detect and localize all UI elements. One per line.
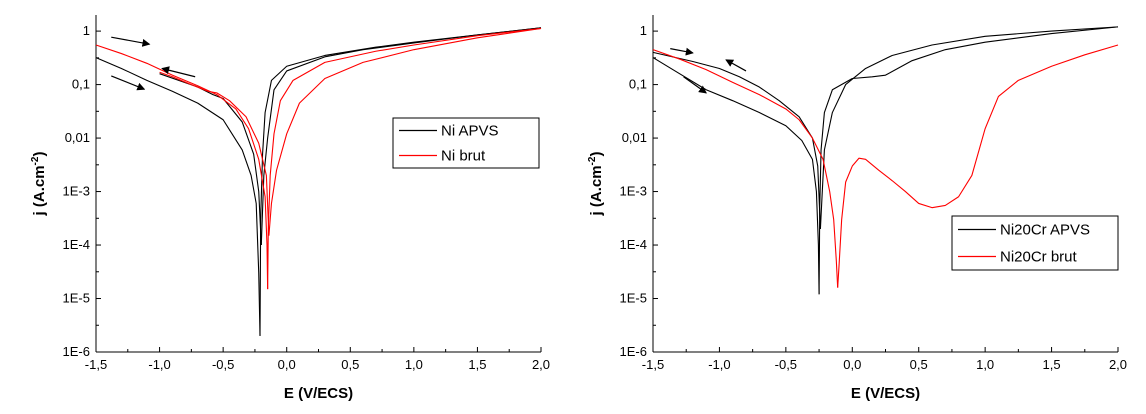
series-line-segment bbox=[652, 57, 820, 295]
series-line-segment bbox=[652, 51, 821, 229]
y-axis-label: j (A.cm-2) bbox=[587, 152, 605, 217]
y-tick-label: 1 bbox=[83, 23, 90, 38]
series-line-segment bbox=[267, 27, 542, 290]
legend-label: Ni APVS bbox=[441, 123, 499, 140]
scan-direction-arrow bbox=[683, 76, 707, 94]
x-tick-label: 0,0 bbox=[278, 357, 296, 372]
y-tick-label: 1 bbox=[640, 23, 647, 38]
x-tick-label: -1,5 bbox=[642, 357, 664, 372]
legend-label: Ni20Cr brut bbox=[1000, 249, 1078, 266]
series-ni20cr-brut bbox=[652, 44, 1119, 288]
x-tick-label: 1,5 bbox=[468, 357, 486, 372]
legend: Ni APVS Ni brut bbox=[392, 117, 540, 169]
x-tick-label: -1,5 bbox=[85, 357, 107, 372]
scan-direction-arrow bbox=[670, 47, 694, 56]
y-tick-label: 0,01 bbox=[65, 130, 90, 145]
series-line-segment bbox=[260, 27, 542, 246]
y-tick-label: 0,1 bbox=[72, 77, 90, 92]
x-tick-label: 2,0 bbox=[532, 357, 550, 372]
y-tick-label: 1E-3 bbox=[620, 184, 647, 199]
y-tick-label: 1E-6 bbox=[63, 344, 90, 359]
scan-direction-arrow bbox=[111, 75, 146, 91]
y-tick-label: 1E-4 bbox=[620, 237, 647, 252]
series-ni-brut bbox=[95, 27, 542, 290]
y-tick-label: 1E-6 bbox=[620, 344, 647, 359]
x-axis-label: E (V/ECS) bbox=[284, 385, 353, 402]
y-tick-label: 1E-5 bbox=[620, 291, 647, 306]
scan-direction-arrow bbox=[161, 66, 196, 78]
x-tick-label: 1,5 bbox=[1043, 357, 1061, 372]
series-line-segment bbox=[818, 26, 1119, 295]
x-tick-label: 1,0 bbox=[405, 357, 423, 372]
series-line-segment bbox=[95, 44, 269, 290]
series-line-segment bbox=[268, 27, 542, 236]
series-line-segment bbox=[159, 73, 262, 246]
x-tick-label: -0,5 bbox=[212, 357, 234, 372]
x-tick-label: -1,0 bbox=[708, 357, 730, 372]
legend-label: Ni20Cr APVS bbox=[1000, 222, 1090, 239]
x-tick-label: 0,0 bbox=[843, 357, 861, 372]
series-line-segment bbox=[259, 27, 542, 336]
x-tick-label: 0,5 bbox=[341, 357, 359, 372]
series-line-segment bbox=[652, 49, 839, 288]
x-tick-label: 0,5 bbox=[910, 357, 928, 372]
x-tick-label: 1,0 bbox=[976, 357, 994, 372]
legend: Ni20Cr APVS Ni20Cr brut bbox=[951, 215, 1119, 271]
y-tick-label: 1E-5 bbox=[63, 291, 90, 306]
scan-direction-arrow bbox=[725, 59, 747, 72]
series-line-segment bbox=[819, 26, 1119, 229]
legend-box bbox=[392, 117, 540, 169]
y-tick-label: 0,1 bbox=[629, 77, 647, 92]
chart-ni: -1,5 -1,0 -0,5 0,0 0,5 1,0 1,5 2,0 1E-6 1E-5 1E-4 1… bbox=[30, 15, 550, 402]
y-axis-label: j (A.cm-2) bbox=[30, 152, 48, 217]
y-tick-label: 1E-3 bbox=[63, 184, 90, 199]
chart-ni20cr: -1,5 -1,0 -0,5 0,0 0,5 1,0 1,5 2,0 1E-6 1E-5 1E-4 1… bbox=[587, 15, 1127, 402]
series-ni20cr-apvs bbox=[652, 26, 1119, 295]
series-line-segment bbox=[837, 44, 1119, 288]
x-tick-label: -1,0 bbox=[148, 357, 170, 372]
series-ni-apvs bbox=[95, 27, 542, 336]
x-tick-label: 2,0 bbox=[1109, 357, 1127, 372]
y-tick-label: 1E-4 bbox=[63, 237, 90, 252]
x-tick-label: -0,5 bbox=[775, 357, 797, 372]
legend-label: Ni brut bbox=[441, 148, 486, 165]
series-line-segment bbox=[95, 57, 261, 336]
y-tick-label: 0,01 bbox=[622, 130, 647, 145]
series-line-segment bbox=[159, 71, 270, 236]
x-axis-label: E (V/ECS) bbox=[851, 385, 920, 402]
scan-direction-arrow bbox=[111, 36, 151, 47]
legend-box bbox=[951, 215, 1119, 271]
